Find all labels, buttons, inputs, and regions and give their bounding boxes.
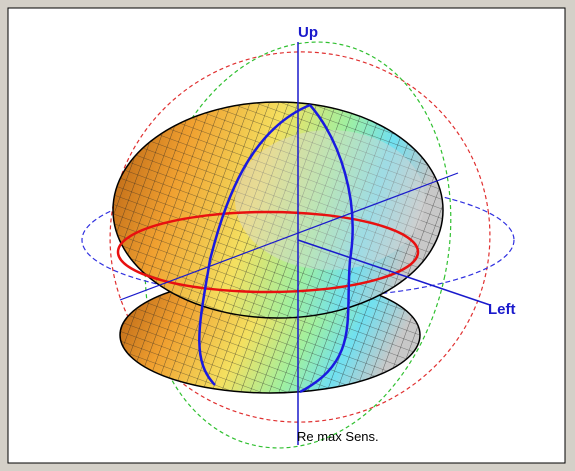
label-up: Up: [298, 24, 318, 41]
caption: Re max Sens.: [297, 429, 379, 444]
axis-front: [119, 172, 459, 301]
ring-red: [109, 51, 491, 423]
label-left: Left: [488, 301, 516, 318]
pattern-body: [112, 101, 444, 394]
axis-left: [297, 239, 491, 306]
